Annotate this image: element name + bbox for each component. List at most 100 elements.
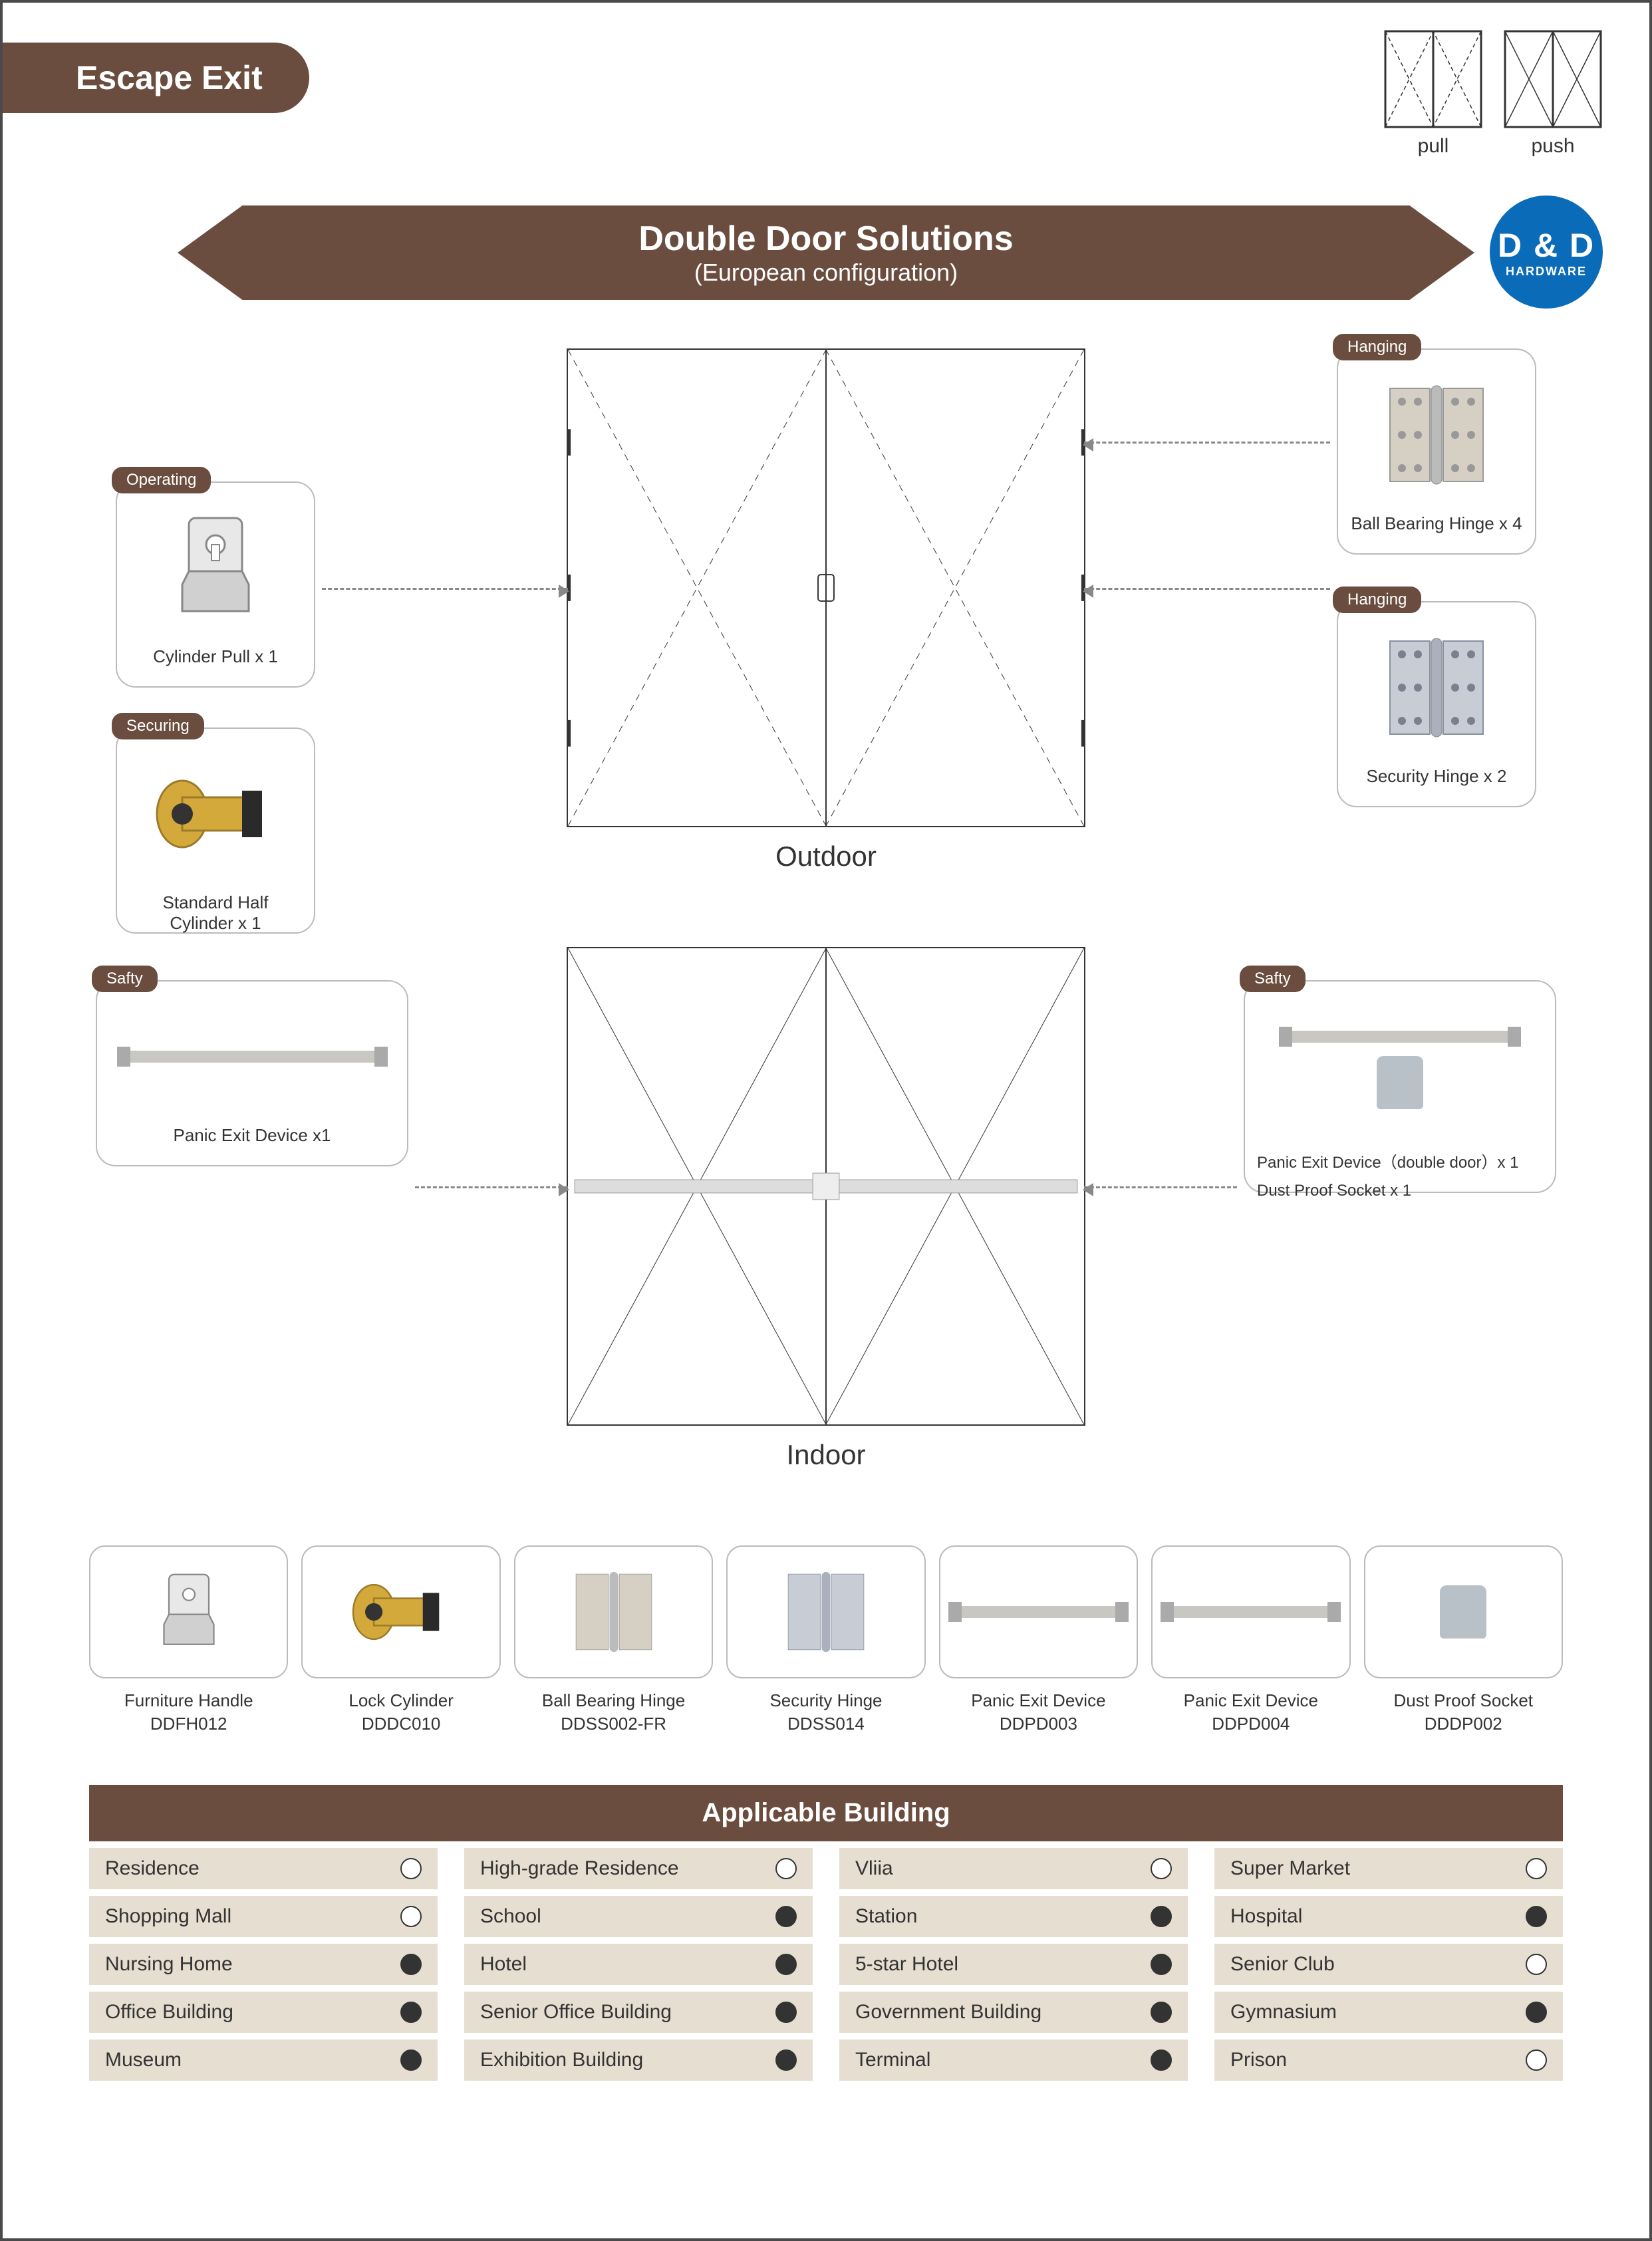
product-sku: DDSS014 [726,1714,925,1734]
building-dot [775,2049,797,2071]
building-cell: Office Building [89,1992,438,2033]
building-dot [400,2002,422,2023]
push-icon-box: push [1503,29,1603,158]
pull-label: pull [1383,135,1483,158]
callout-security-hinge: Hanging Security Hinge x 2 [1337,601,1536,807]
building-dot [775,1906,797,1927]
product-sku: DDSS002-FR [514,1714,713,1734]
product-card: Lock Cylinder DDDC010 [301,1545,500,1734]
product-thumb [726,1545,925,1678]
callout-cylinder-pull: Operating Cylinder Pull x 1 [116,481,315,688]
building-label: Super Market [1230,1857,1350,1880]
product-name: Security Hinge [726,1690,925,1711]
panic-right-caption1: Panic Exit Device（double door）x 1 [1257,1152,1543,1174]
building-label: Vliia [855,1857,893,1880]
building-label: 5-star Hotel [855,1953,958,1976]
building-dot [400,1858,422,1879]
product-sku: DDFH012 [89,1714,288,1734]
building-label: Terminal [855,2049,930,2071]
building-cell: Senior Club [1214,1944,1563,1985]
connector [322,588,568,590]
building-label: Exhibition Building [480,2049,643,2071]
security-hinge-caption: Security Hinge x 2 [1350,766,1523,787]
product-thumb [1364,1545,1563,1678]
security-hinge-icon [1350,614,1523,761]
product-card: Panic Exit DeviceDDPD004 [1151,1545,1350,1734]
callout-panic-left: Safty Panic Exit Device x1 [96,980,408,1166]
banner-title: Double Door Solutions [178,219,1474,259]
ball-bearing-hinge-caption: Ball Bearing Hinge x 4 [1350,513,1523,534]
building-dot [1526,1906,1547,1927]
product-card: Ball Bearing Hinge DDSS002-FR [514,1545,713,1734]
building-dot [1151,1954,1172,1975]
push-icon [1503,29,1603,129]
building-dot [1526,1954,1547,1975]
building-cell: Prison [1214,2040,1563,2081]
building-dot [1151,2049,1172,2071]
logo-brand: D & D [1498,226,1595,265]
panic-right-icon [1257,993,1543,1146]
product-name: Lock Cylinder [301,1690,500,1711]
building-cell: Hotel [464,1944,813,1985]
outdoor-diagram [567,348,1085,827]
building-label: Shopping Mall [105,1905,231,1928]
hanging-tag-2: Hanging [1333,587,1421,613]
outdoor-label: Outdoor [775,841,877,872]
product-card: Panic Exit Device DDPD003 [939,1545,1138,1734]
product-name: Dust Proof Socket [1364,1690,1563,1711]
cylinder-pull-caption: Cylinder Pull x 1 [129,646,302,667]
building-label: Residence [105,1857,200,1880]
safty-tag-1: Safty [92,966,158,992]
indoor-label: Indoor [786,1439,865,1471]
building-label: Nursing Home [105,1953,233,1976]
product-name: Furniture Handle [89,1690,288,1711]
product-thumb [939,1545,1138,1678]
building-dot [400,2049,422,2071]
building-dot [400,1906,422,1927]
building-cell: Government Building [839,1992,1188,2033]
half-cylinder-icon [129,741,302,887]
building-dot [1151,2002,1172,2023]
callout-ball-bearing-hinge: Hanging Ball Bearing Hinge x 4 [1337,348,1536,555]
product-row: Furniture Handle DDFH012 Lock Cylinder DDDC… [89,1545,1563,1734]
building-cell: Terminal [839,2040,1188,2081]
building-cell: School [464,1896,813,1937]
building-cell: Gymnasium [1214,1992,1563,2033]
half-cylinder-caption: Standard Half Cylinder x 1 [129,892,302,934]
ball-bearing-hinge-icon [1350,362,1523,508]
building-grid: Residence High-grade Residence Vliia Super … [89,1848,1563,2081]
building-cell: Exhibition Building [464,2040,813,2081]
building-cell: Residence [89,1848,438,1889]
building-cell: Senior Office Building [464,1992,813,2033]
product-thumb [1151,1545,1350,1678]
pull-icon-box: pull [1383,29,1483,158]
building-dot [1151,1858,1172,1879]
product-thumb [301,1545,500,1678]
building-label: Senior Office Building [480,2001,672,2024]
building-label: Museum [105,2049,182,2071]
product-sku: DDPD003 [939,1714,1138,1734]
push-label: push [1503,135,1603,158]
page-title: Escape Exit [3,43,309,113]
banner: Double Door Solutions (European configur… [178,205,1474,300]
connector [1084,588,1330,590]
building-label: Senior Club [1230,1953,1335,1976]
product-card: Dust Proof Socket DDDP002 [1364,1545,1563,1734]
connector [1084,1186,1237,1188]
building-label: Hospital [1230,1905,1302,1928]
building-header: Applicable Building [89,1785,1563,1841]
cylinder-pull-icon [129,495,302,641]
product-name: Panic Exit Device [939,1690,1138,1711]
product-thumb [89,1545,288,1678]
product-name: Ball Bearing Hinge [514,1690,713,1711]
building-dot [1151,1906,1172,1927]
door-swing-icons: pull push [1383,29,1603,158]
building-dot [400,1954,422,1975]
building-cell: Super Market [1214,1848,1563,1889]
product-sku: DDDP002 [1364,1714,1563,1734]
building-cell: High-grade Residence [464,1848,813,1889]
product-sku: DDDC010 [301,1714,500,1734]
building-cell: Vliia [839,1848,1188,1889]
connector [1084,442,1330,444]
building-label: Hotel [480,1953,527,1976]
